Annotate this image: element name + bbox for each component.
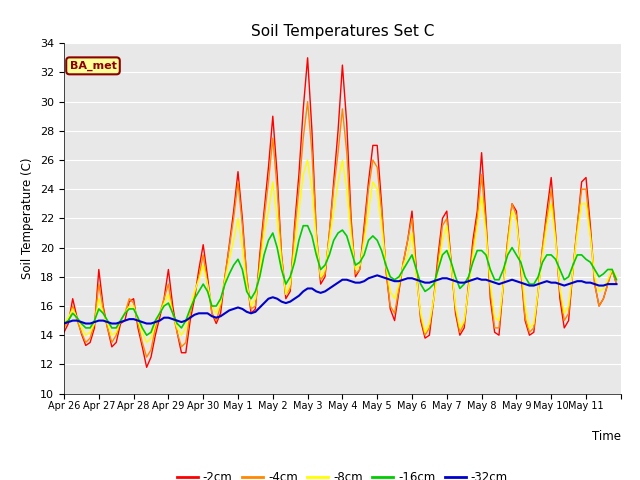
Text: Time: Time: [592, 430, 621, 444]
Title: Soil Temperatures Set C: Soil Temperatures Set C: [251, 24, 434, 39]
Y-axis label: Soil Temperature (C): Soil Temperature (C): [22, 157, 35, 279]
Legend: -2cm, -4cm, -8cm, -16cm, -32cm: -2cm, -4cm, -8cm, -16cm, -32cm: [172, 466, 513, 480]
Text: BA_met: BA_met: [70, 61, 116, 71]
